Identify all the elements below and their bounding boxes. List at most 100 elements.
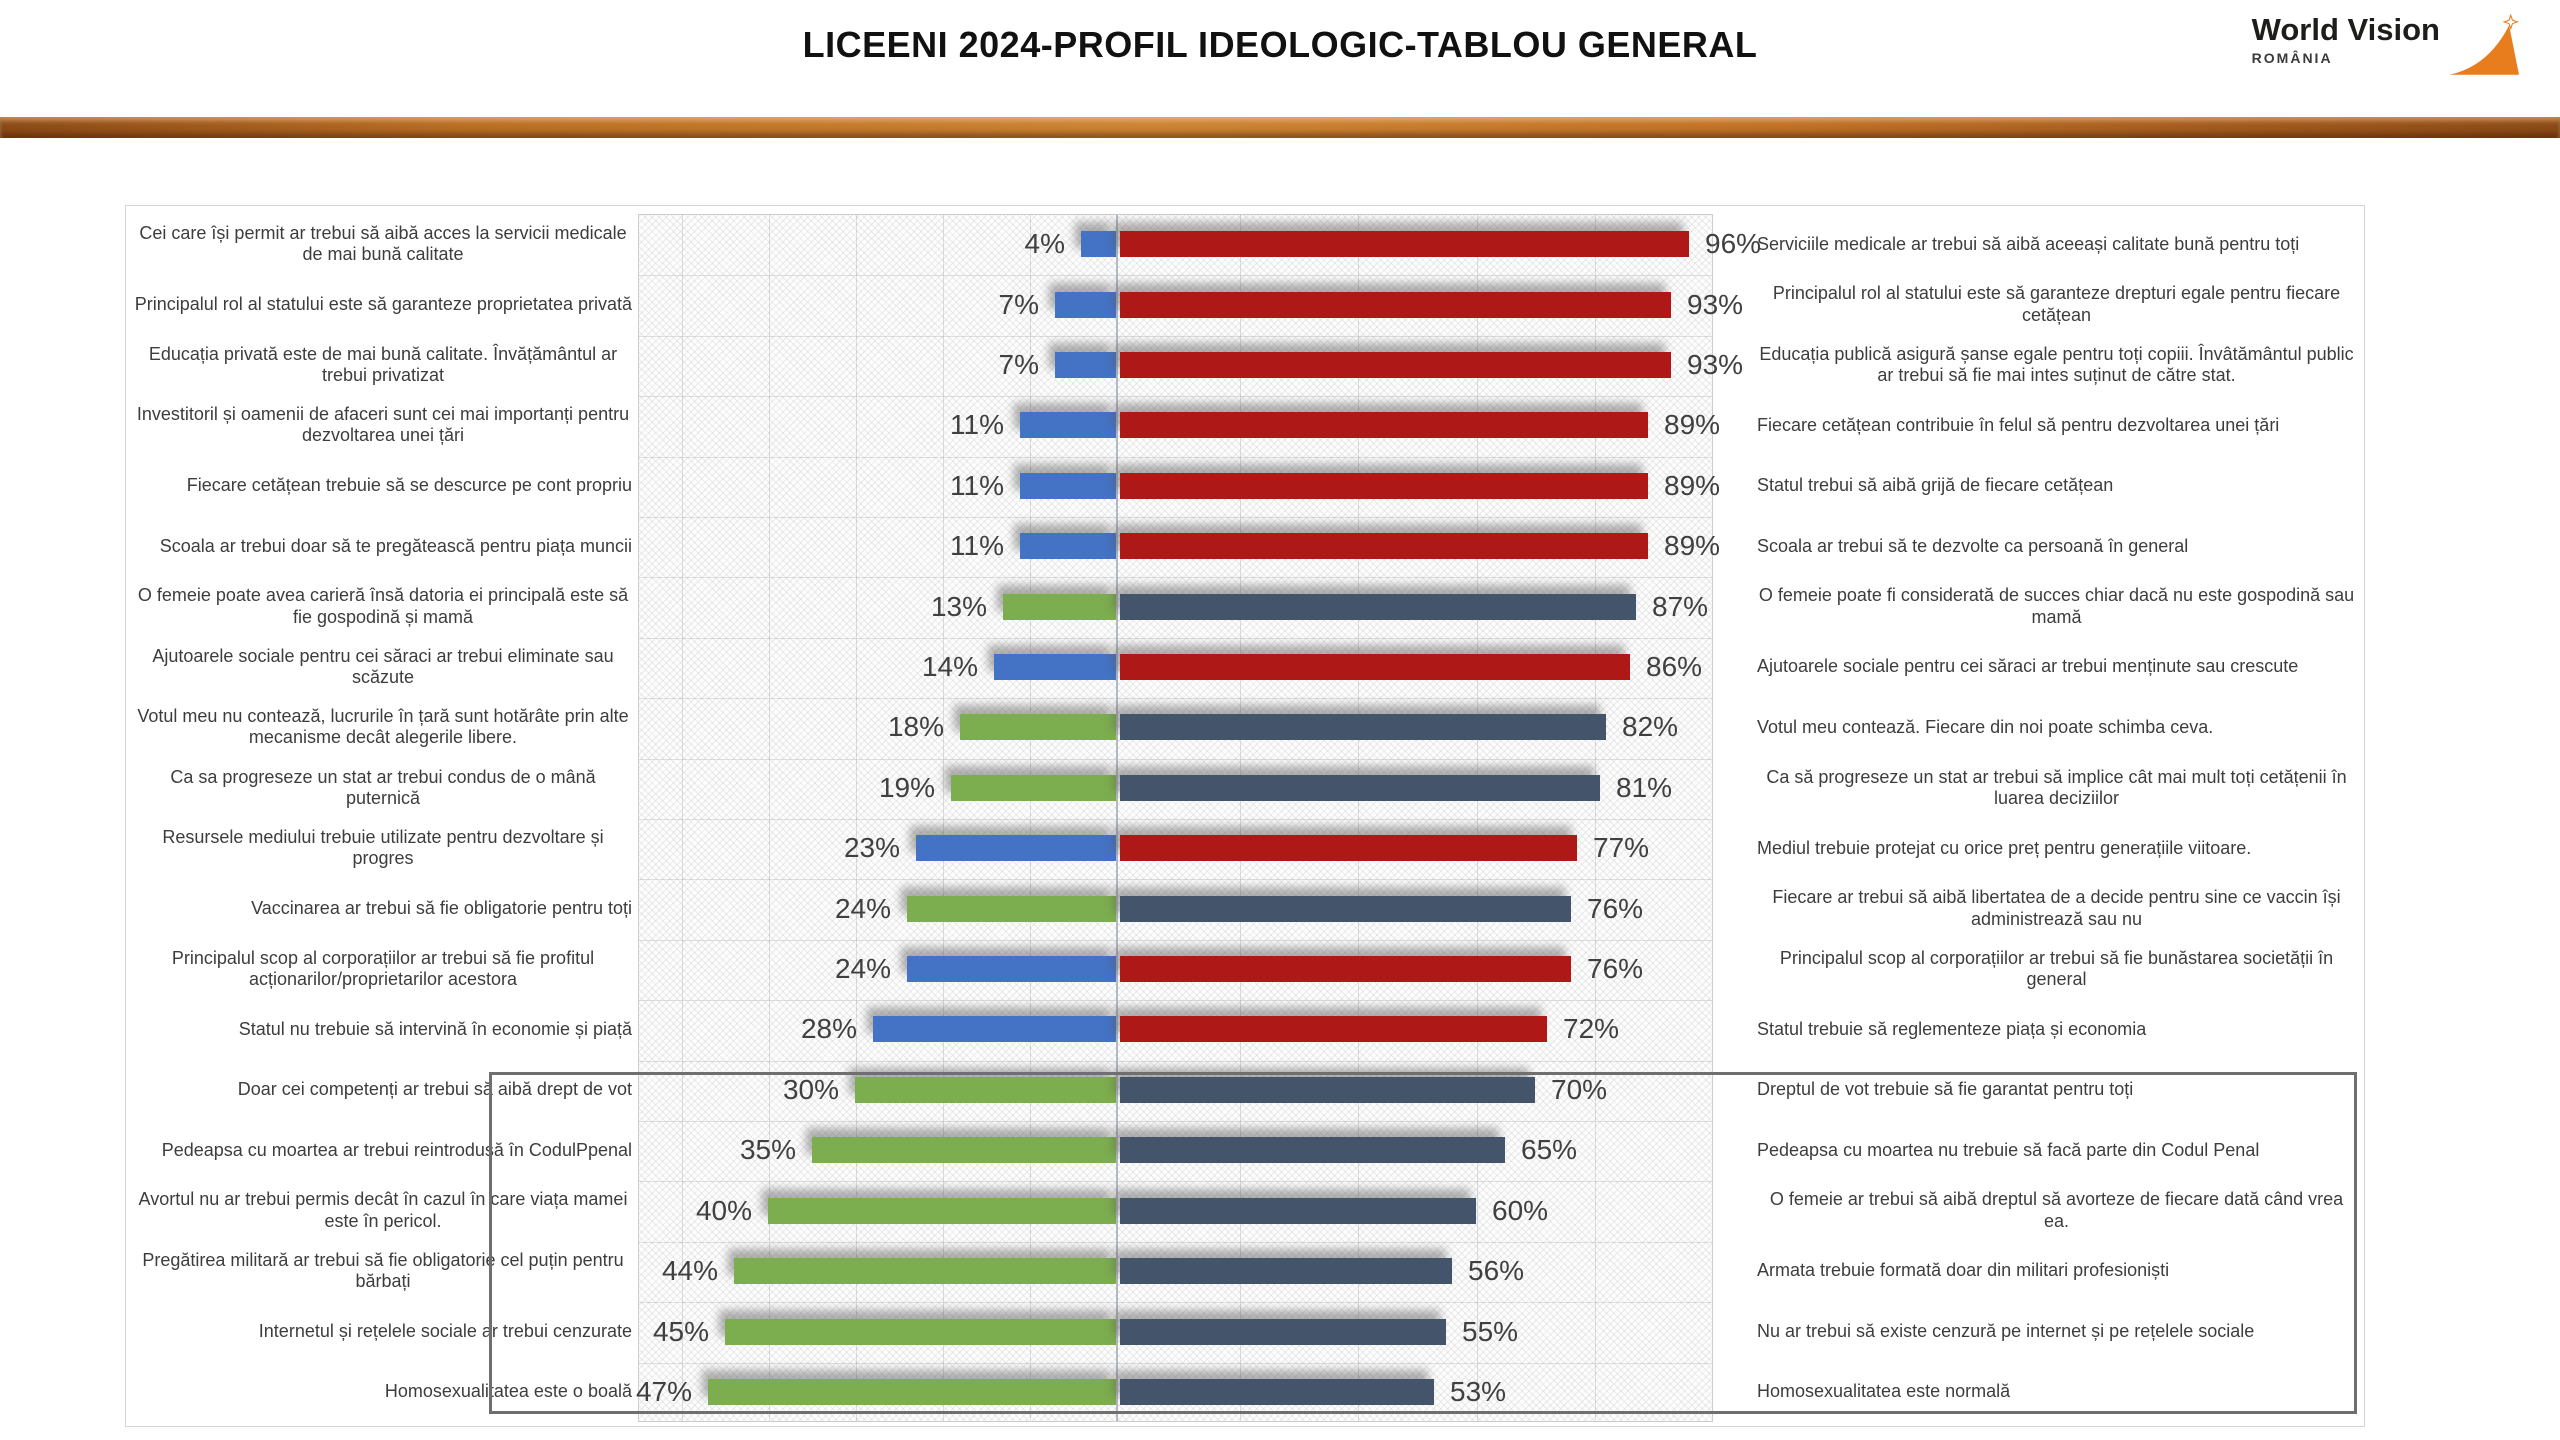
left-value-label: 11%: [950, 409, 1004, 441]
right-bar: [1120, 231, 1689, 258]
gridline: [639, 577, 1712, 578]
chart-row: Resursele mediului trebuie utilizate pen…: [126, 818, 2366, 878]
chart-frame: Cei care își permit ar trebui să aibă ac…: [125, 205, 2365, 1427]
gridline: [639, 1121, 1712, 1122]
chart-row: Pedeapsa cu moartea ar trebui reintrodus…: [126, 1120, 2366, 1180]
left-value-label: 7%: [998, 349, 1039, 381]
right-value-label: 65%: [1521, 1134, 1578, 1166]
right-value-label: 60%: [1492, 1194, 1549, 1226]
right-bar: [1120, 835, 1577, 862]
chart-row: Fiecare cetățean trebuie să se descurce …: [126, 456, 2366, 516]
right-statement-label: Statul trebuie să reglementeze piața și …: [1757, 1018, 2147, 1039]
left-value-label: 11%: [950, 530, 1004, 562]
left-value-label: 47%: [635, 1375, 692, 1407]
chart-row: Cei care își permit ar trebui să aibă ac…: [126, 214, 2366, 274]
right-statement-label: Scoala ar trebui să te dezvolte ca perso…: [1757, 535, 2189, 556]
right-bar: [1120, 412, 1648, 439]
left-value-label: 28%: [800, 1013, 857, 1045]
right-value-label: 76%: [1587, 892, 1644, 924]
chart-row: Ajutoarele sociale pentru cei săraci ar …: [126, 637, 2366, 697]
gridline: [1358, 215, 1359, 1421]
page-title: LICEENI 2024-PROFIL IDEOLOGIC-TABLOU GEN…: [802, 24, 1758, 65]
left-bar: [907, 956, 1116, 983]
gridline: [639, 1061, 1712, 1062]
left-statement-label: Investitoril și oamenii de afaceri sunt …: [136, 404, 630, 446]
right-bar: [1120, 1076, 1535, 1103]
chart-row: O femeie poate avea carieră însă datoria…: [126, 576, 2366, 636]
right-statement-label: Mediul trebuie protejat cu orice preț pe…: [1757, 837, 2252, 858]
gridline: [639, 275, 1712, 276]
left-bar: [1020, 412, 1116, 439]
left-statement-label: Homosexualitatea este o boală: [384, 1381, 632, 1402]
right-bar: [1120, 593, 1636, 620]
right-bar: [1120, 1318, 1446, 1345]
right-bar: [1120, 1137, 1505, 1164]
left-statement-label: O femeie poate avea carieră însă datoria…: [137, 585, 629, 627]
left-statement-label: Pregătirea militară ar trebui să fie obl…: [142, 1249, 624, 1292]
left-statement-label: Fiecare cetățean trebuie să se descurce …: [186, 475, 632, 496]
gridline: [1595, 215, 1596, 1421]
right-value-label: 81%: [1616, 771, 1673, 803]
left-bar: [907, 895, 1116, 922]
right-bar: [1120, 956, 1571, 983]
right-statement-label: Principalul rol al statului este să gara…: [1772, 283, 2341, 325]
left-bar: [994, 654, 1116, 681]
left-bar: [1020, 533, 1116, 560]
right-bar: [1120, 895, 1571, 922]
left-statement-label: Cei care își permit ar trebui să aibă ac…: [139, 222, 627, 265]
chart-row: Avortul nu ar trebui permis decât în caz…: [126, 1181, 2366, 1241]
right-statement-label: Pedeapsa cu moartea nu trebuie să facă p…: [1757, 1139, 2260, 1160]
chart-row: Pregătirea militară ar trebui să fie obl…: [126, 1241, 2366, 1301]
left-statement-label: Statul nu trebuie să intervină în econom…: [238, 1018, 632, 1039]
header-divider-bar: [0, 117, 2560, 138]
left-bar: [960, 714, 1116, 741]
left-value-label: 24%: [834, 953, 891, 985]
right-value-label: 93%: [1687, 288, 1744, 320]
chart-row: Principalul scop al corporațiilor ar tre…: [126, 939, 2366, 999]
logo-sail-icon: [2449, 13, 2519, 75]
gridline: [639, 1363, 1712, 1364]
right-value-label: 89%: [1664, 469, 1721, 501]
left-bar: [916, 835, 1116, 862]
right-value-label: 70%: [1551, 1073, 1608, 1105]
gridline: [639, 638, 1712, 639]
left-bar: [1055, 352, 1116, 379]
left-value-label: 24%: [834, 892, 891, 924]
left-statement-label: Avortul nu ar trebui permis decât în caz…: [138, 1189, 628, 1231]
right-statement-label: Nu ar trebui să existe cenzură pe intern…: [1757, 1320, 2255, 1341]
gridline: [639, 457, 1712, 458]
left-bar: [768, 1197, 1116, 1224]
left-value-label: 23%: [843, 832, 900, 864]
right-statement-label: Fiecare cetățean contribuie în felul să …: [1757, 414, 2280, 435]
gridline: [1477, 215, 1478, 1421]
left-bar: [855, 1076, 1116, 1103]
right-value-label: 89%: [1664, 530, 1721, 562]
left-value-label: 7%: [998, 288, 1039, 320]
left-statement-label: Doar cei competenți ar trebui să aibă dr…: [237, 1079, 632, 1100]
right-statement-label: Ajutoarele sociale pentru cei săraci ar …: [1757, 656, 2299, 677]
right-bar: [1120, 1016, 1547, 1043]
left-bar: [873, 1016, 1116, 1043]
right-value-label: 89%: [1664, 409, 1721, 441]
gridline: [682, 215, 683, 1421]
chart-row: Doar cei competenți ar trebui să aibă dr…: [126, 1060, 2366, 1120]
right-statement-label: O femeie poate fi considerată de succes …: [1758, 585, 2355, 627]
left-statement-label: Ca sa progreseze un stat ar trebui condu…: [170, 766, 596, 808]
right-statement-label: Votul meu contează. Fiecare din noi poat…: [1757, 716, 2214, 737]
gridline: [639, 1302, 1712, 1303]
gridline: [639, 759, 1712, 760]
right-bar: [1120, 472, 1648, 499]
right-value-label: 55%: [1462, 1315, 1519, 1347]
left-value-label: 19%: [878, 771, 935, 803]
left-value-label: 13%: [930, 590, 987, 622]
right-value-label: 77%: [1593, 832, 1650, 864]
left-statement-label: Internetul și rețelele sociale ar trebui…: [258, 1320, 632, 1341]
chart-row: Internetul și rețelele sociale ar trebui…: [126, 1301, 2366, 1361]
right-value-label: 76%: [1587, 953, 1644, 985]
right-statement-label: Educația publică asigură șanse egale pen…: [1759, 343, 2354, 386]
chart-row: Statul nu trebuie să intervină în econom…: [126, 999, 2366, 1059]
right-bar: [1120, 774, 1600, 801]
gridline: [639, 698, 1712, 699]
left-statement-label: Pedeapsa cu moartea ar trebui reintrodus…: [161, 1139, 632, 1160]
gridline: [639, 1181, 1712, 1182]
